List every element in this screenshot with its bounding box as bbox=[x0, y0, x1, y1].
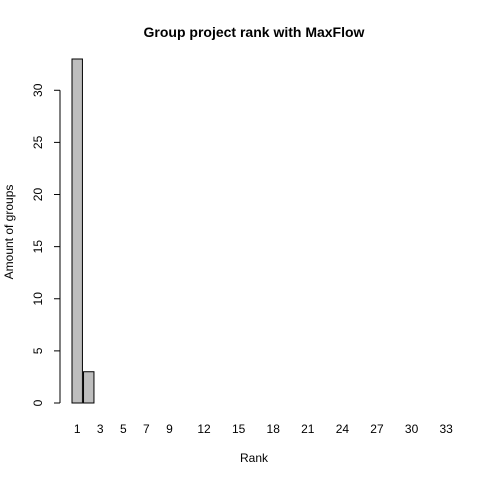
bar-rank-1 bbox=[71, 58, 83, 404]
y-tick-label: 30 bbox=[31, 83, 45, 97]
x-tick-label: 18 bbox=[267, 422, 281, 436]
x-tick-label: 9 bbox=[166, 422, 173, 436]
y-tick-label: 10 bbox=[31, 292, 45, 306]
x-tick-label: 12 bbox=[197, 422, 211, 436]
x-tick-label: 3 bbox=[97, 422, 104, 436]
x-tick-label: 5 bbox=[120, 422, 127, 436]
y-axis: 0 5 10 15 20 25 30 bbox=[31, 83, 61, 406]
chart-title: Group project rank with MaxFlow bbox=[144, 24, 365, 40]
x-tick-label: 30 bbox=[405, 422, 419, 436]
x-tick-labels: 1 3 5 7 9 12 15 18 21 24 27 30 33 bbox=[74, 422, 453, 436]
x-tick-label: 7 bbox=[143, 422, 150, 436]
x-tick-label: 21 bbox=[301, 422, 315, 436]
y-tick-label: 0 bbox=[31, 399, 45, 406]
y-tick-label: 25 bbox=[31, 135, 45, 149]
x-tick-label: 33 bbox=[439, 422, 453, 436]
y-tick-label: 15 bbox=[31, 240, 45, 254]
y-tick-label: 5 bbox=[31, 347, 45, 354]
bar-rank-2 bbox=[83, 371, 95, 404]
bars-group bbox=[71, 58, 95, 404]
y-axis-label: Amount of groups bbox=[2, 185, 16, 280]
x-tick-label: 15 bbox=[232, 422, 246, 436]
x-tick-label: 1 bbox=[74, 422, 81, 436]
x-tick-label: 27 bbox=[370, 422, 384, 436]
y-tick-label: 20 bbox=[31, 188, 45, 202]
x-axis-label: Rank bbox=[240, 451, 269, 465]
x-tick-label: 24 bbox=[336, 422, 350, 436]
